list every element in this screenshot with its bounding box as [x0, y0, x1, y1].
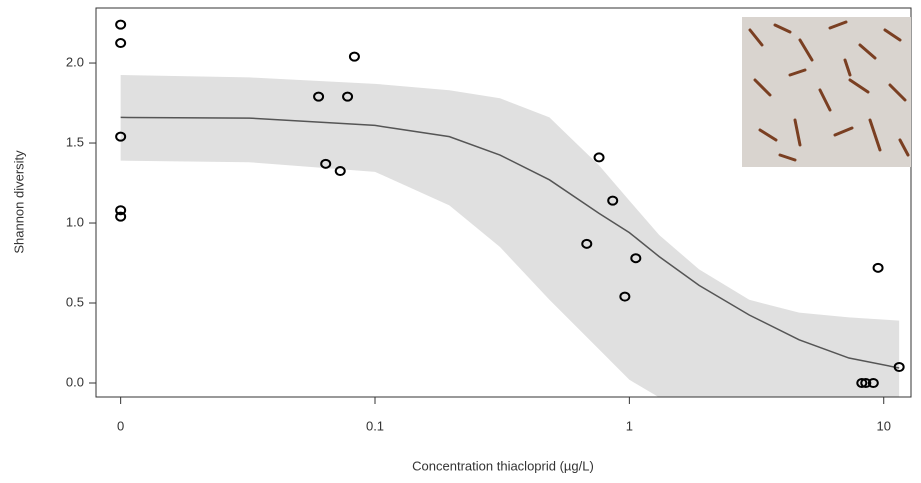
y-tick-label: 2.0: [66, 54, 84, 69]
data-point: [607, 195, 619, 206]
data-point: [334, 166, 346, 177]
y-tick-label: 0.0: [66, 374, 84, 389]
inset-photo: [742, 17, 911, 167]
data-point: [115, 19, 127, 30]
data-point: [856, 378, 868, 389]
data-point: [342, 91, 354, 102]
y-tick-label: 0.5: [66, 294, 84, 309]
x-axis-label: Concentration thiacloprid (µg/L): [412, 458, 594, 473]
data-point: [619, 291, 631, 302]
data-point: [115, 131, 127, 142]
x-tick-label: 10: [876, 418, 890, 433]
data-point: [348, 51, 360, 62]
plot-frame: [95, 7, 912, 398]
data-point: [593, 152, 605, 163]
x-tick-label: 0: [117, 418, 124, 433]
data-point: [893, 362, 905, 373]
data-point: [115, 38, 127, 49]
data-point: [872, 262, 884, 273]
data-point: [867, 378, 879, 389]
data-point: [581, 238, 593, 249]
y-tick-label: 1.5: [66, 134, 84, 149]
data-point: [115, 205, 127, 216]
y-tick-label: 1.0: [66, 214, 84, 229]
confidence-band: [120, 75, 900, 397]
data-point: [115, 211, 127, 222]
x-tick-label: 0.1: [366, 418, 384, 433]
y-axis-label: Shannon diversity: [11, 150, 26, 254]
data-point: [313, 91, 325, 102]
data-point: [320, 158, 332, 169]
x-tick-label: 1: [626, 418, 633, 433]
fit-curve: [120, 116, 900, 369]
data-point: [630, 253, 642, 264]
plot-area: [120, 75, 900, 397]
data-point: [860, 378, 872, 389]
